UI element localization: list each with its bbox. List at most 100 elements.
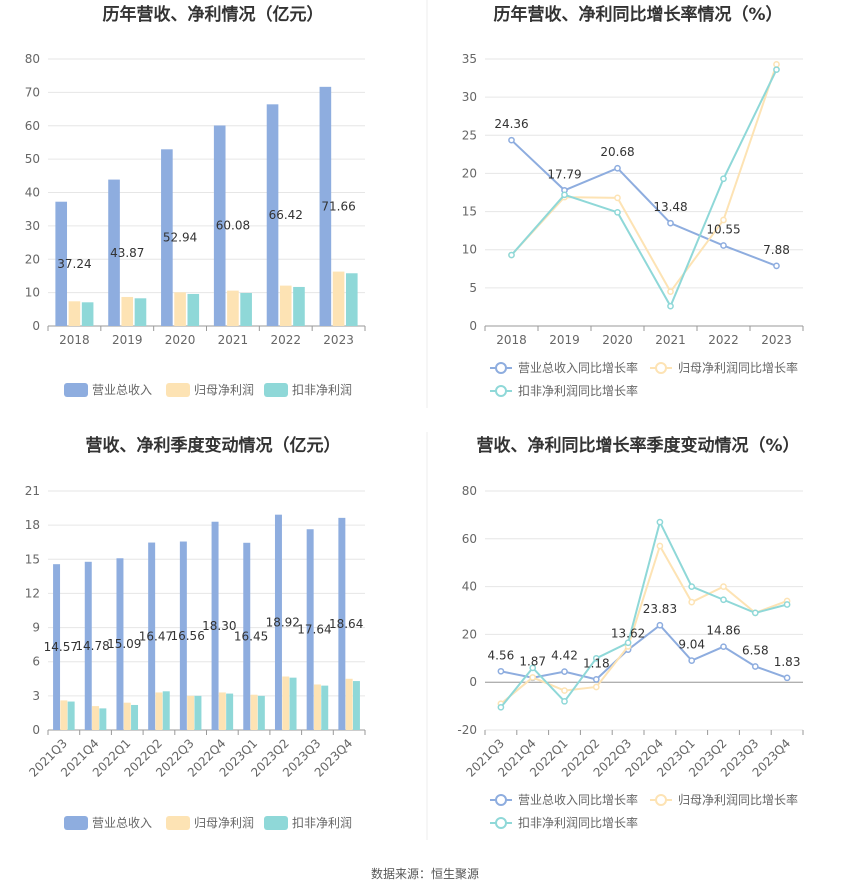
legend-label: 营业总收入 [92, 383, 152, 397]
line-data-label: 23.83 [643, 602, 677, 616]
bar-revenue [179, 541, 187, 730]
y-tick-label: 18 [25, 518, 40, 532]
bar-revenue [148, 542, 156, 730]
bar-data-label: 71.66 [321, 199, 355, 213]
line-point [614, 208, 621, 216]
legend-label: 扣非净利润同比增长率 [518, 383, 638, 398]
bar-deducted-profit [187, 293, 200, 326]
line-point [720, 643, 727, 651]
line-point [624, 639, 632, 647]
chart-title: 营收、净利季度变动情况（亿元） [86, 435, 341, 456]
y-tick-label: 3 [32, 689, 40, 703]
line-point [508, 136, 515, 144]
bar-net-profit [155, 692, 163, 730]
bar-net-profit [60, 700, 68, 730]
line-deducted-growth [510, 69, 778, 309]
line-point [614, 164, 621, 172]
bar-data-label: 14.78 [75, 639, 109, 653]
chart-title: 历年营收、净利情况（亿元） [103, 4, 324, 25]
bar-net-profit [218, 692, 226, 730]
line-data-label: 10.55 [706, 223, 740, 237]
y-tick-label: 15 [25, 552, 40, 566]
bar-deducted-profit [162, 691, 170, 730]
bar-revenue [266, 104, 279, 327]
bar-revenue [161, 149, 173, 326]
legend-swatch [264, 383, 288, 397]
bar-revenue [84, 561, 92, 730]
y-tick-label: 70 [25, 85, 40, 99]
line-point [592, 676, 600, 683]
line-point [561, 191, 568, 199]
bar-data-label: 60.08 [216, 219, 250, 233]
bar-revenue [243, 542, 251, 730]
line-point [783, 601, 791, 608]
legend-label: 营业总收入同比增长率 [518, 360, 638, 375]
bar-revenue [319, 86, 332, 326]
legend-label: 扣非净利润 [292, 383, 352, 397]
bar-deducted-profit [240, 292, 252, 326]
bar-data-label: 18.30 [202, 619, 236, 633]
y-tick-label: 40 [25, 186, 40, 200]
legend-marker [655, 362, 667, 374]
line-point [561, 687, 568, 694]
x-tick-label: 2019 [112, 333, 143, 347]
legend-marker [495, 817, 507, 829]
bar-net-profit [92, 706, 100, 730]
line-data-label: 4.56 [488, 648, 515, 662]
bar-revenue [116, 558, 124, 730]
line-point [720, 175, 727, 183]
y-tick-label: 10 [462, 243, 477, 257]
y-tick-label: 15 [462, 205, 477, 219]
bar-revenue [274, 514, 282, 730]
line-point [688, 657, 696, 664]
chart-title: 营收、净利同比增长率季度变动情况（%） [476, 435, 799, 456]
bar-net-profit [174, 292, 186, 326]
legend-marker [495, 362, 507, 374]
line-data-label: 1.87 [519, 655, 546, 669]
x-tick-label: 2023 [323, 333, 354, 347]
x-tick-label: 2019 [549, 333, 580, 347]
legend-label: 归母净利润 [194, 383, 254, 397]
bar-net-profit [279, 285, 292, 326]
x-tick-label: 2021 [655, 333, 686, 347]
source-note: 数据来源：恒生聚源 [371, 866, 479, 881]
bar-deducted-profit [352, 681, 360, 730]
legend: 营业总收入 归母净利润 扣非净利润 [64, 816, 352, 830]
line-point [783, 674, 791, 682]
line-point [561, 668, 568, 675]
bar-revenue [211, 521, 219, 730]
legend-label: 归母净利润同比增长率 [678, 360, 798, 375]
y-tick-label: 0 [469, 675, 477, 689]
line-data-label: 17.79 [547, 167, 581, 181]
y-tick-label: 9 [32, 621, 40, 635]
line-point [656, 621, 664, 629]
bar-deducted-profit [81, 302, 94, 326]
chart-quarterly-amount: 营收、净利季度变动情况（亿元）0369121518212021Q32021Q42… [25, 435, 366, 830]
legend-label: 归母净利润同比增长率 [678, 792, 798, 807]
x-tick-label: 2022 [270, 333, 301, 347]
y-tick-label: 60 [462, 532, 477, 546]
bar-data-label: 18.64 [329, 617, 363, 631]
bar-deducted-profit [289, 677, 297, 730]
bar-net-profit [345, 678, 353, 730]
line-point [497, 703, 505, 711]
chart-annual-growth: 历年营收、净利同比增长率情况（%） 0 5 10 15 20 25 30 35 2018 2019 2… [462, 4, 804, 398]
x-tick-label: 2020 [602, 333, 633, 347]
y-tick-label: 30 [462, 90, 477, 104]
line-point [592, 683, 600, 691]
line-point [720, 596, 727, 604]
line-point [688, 598, 696, 606]
line-point [656, 518, 664, 526]
y-tick-label: 21 [25, 484, 40, 498]
bar-revenue [338, 517, 346, 730]
x-tick-label: 2020 [165, 333, 196, 347]
y-tick-label: 5 [469, 281, 477, 295]
line-point [529, 664, 537, 672]
x-tick-label: 2021 [218, 333, 249, 347]
line-data-label: 13.62 [611, 627, 645, 641]
y-tick-label: 0 [32, 319, 40, 333]
x-tick-label: 2023 [761, 333, 792, 347]
line-point [656, 542, 664, 550]
